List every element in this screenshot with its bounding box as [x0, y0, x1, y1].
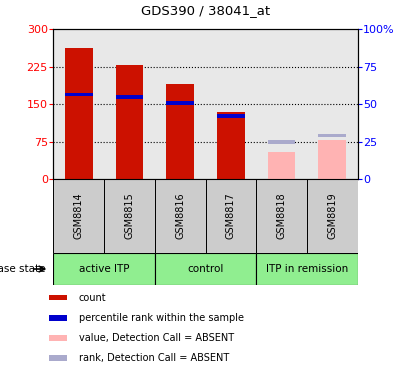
Text: rank, Detection Call = ABSENT: rank, Detection Call = ABSENT: [79, 353, 229, 363]
Bar: [49, 335, 67, 341]
Text: GSM8818: GSM8818: [277, 193, 286, 239]
Bar: [307, 179, 358, 253]
Bar: [217, 114, 245, 117]
Bar: [256, 179, 307, 253]
Bar: [115, 95, 143, 98]
Bar: [49, 295, 67, 300]
Text: GSM8814: GSM8814: [74, 193, 84, 239]
Bar: [166, 84, 194, 179]
Text: disease state: disease state: [0, 264, 45, 274]
Bar: [268, 140, 296, 143]
Text: value, Detection Call = ABSENT: value, Detection Call = ABSENT: [79, 333, 234, 343]
Bar: [53, 253, 155, 285]
Bar: [166, 101, 194, 105]
Text: GSM8815: GSM8815: [125, 193, 134, 239]
Bar: [155, 253, 256, 285]
Bar: [217, 112, 245, 179]
Bar: [206, 179, 256, 253]
Bar: [49, 315, 67, 321]
Text: ITP in remission: ITP in remission: [266, 264, 348, 274]
Bar: [49, 355, 67, 361]
Text: percentile rank within the sample: percentile rank within the sample: [79, 313, 244, 323]
Bar: [65, 93, 93, 96]
Bar: [318, 134, 346, 137]
Bar: [318, 140, 346, 179]
Text: control: control: [187, 264, 224, 274]
Text: GDS390 / 38041_at: GDS390 / 38041_at: [141, 4, 270, 17]
Bar: [104, 179, 155, 253]
Text: GSM8817: GSM8817: [226, 193, 236, 239]
Bar: [256, 253, 358, 285]
Text: count: count: [79, 292, 106, 303]
Bar: [268, 152, 296, 179]
Text: GSM8819: GSM8819: [327, 193, 337, 239]
Text: GSM8816: GSM8816: [175, 193, 185, 239]
Bar: [155, 179, 206, 253]
Bar: [115, 65, 143, 179]
Bar: [53, 179, 104, 253]
Text: active ITP: active ITP: [79, 264, 129, 274]
Bar: [65, 48, 93, 179]
